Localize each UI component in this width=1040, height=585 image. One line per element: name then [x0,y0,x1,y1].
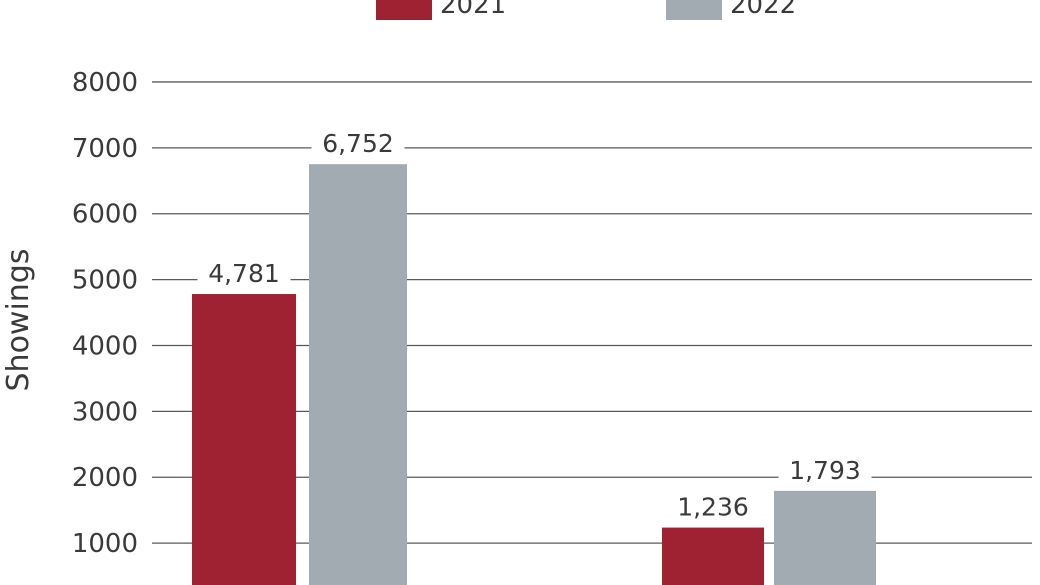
legend-swatch-2021 [376,0,432,20]
value-label-2022-2: 1,793 [789,456,861,485]
bars [192,164,876,585]
value-label-bg [311,128,405,159]
bar-2022-2 [774,490,876,585]
gridlines [152,81,1032,544]
y-axis-title: Showings [1,249,36,392]
legend-swatch-2022 [666,0,722,20]
bar-2021-1 [192,294,296,585]
legend-label-2022: 2022 [730,0,796,20]
y-tick-label-8000: 8000 [72,68,138,98]
y-tick-label-4000: 4000 [72,331,138,361]
y-tick-label-2000: 2000 [72,463,138,493]
y-tick-label-7000: 7000 [72,134,138,164]
y-tick-label-6000: 6000 [72,200,138,230]
y-tick-label-5000: 5000 [72,266,138,296]
value-label-bg [197,258,291,289]
legend-label-2021: 2021 [440,0,506,20]
value-label-2021-2: 1,236 [677,493,749,522]
y-tick-label-3000: 3000 [72,397,138,427]
value-label-bg [666,491,760,522]
value-labels: 4,781 1,236 6,752 1,793 [197,128,872,522]
legend: 2021 2022 [376,0,796,20]
y-tick-label-1000: 1000 [72,529,138,559]
bar-2021-2 [662,527,764,585]
y-axis-ticks: 1000 2000 3000 4000 5000 6000 7000 8000 [72,68,138,559]
bar-2022-1 [309,164,407,585]
value-label-2022-1: 6,752 [322,129,394,158]
value-label-2021-1: 4,781 [208,259,280,288]
value-label-bg [778,454,872,485]
